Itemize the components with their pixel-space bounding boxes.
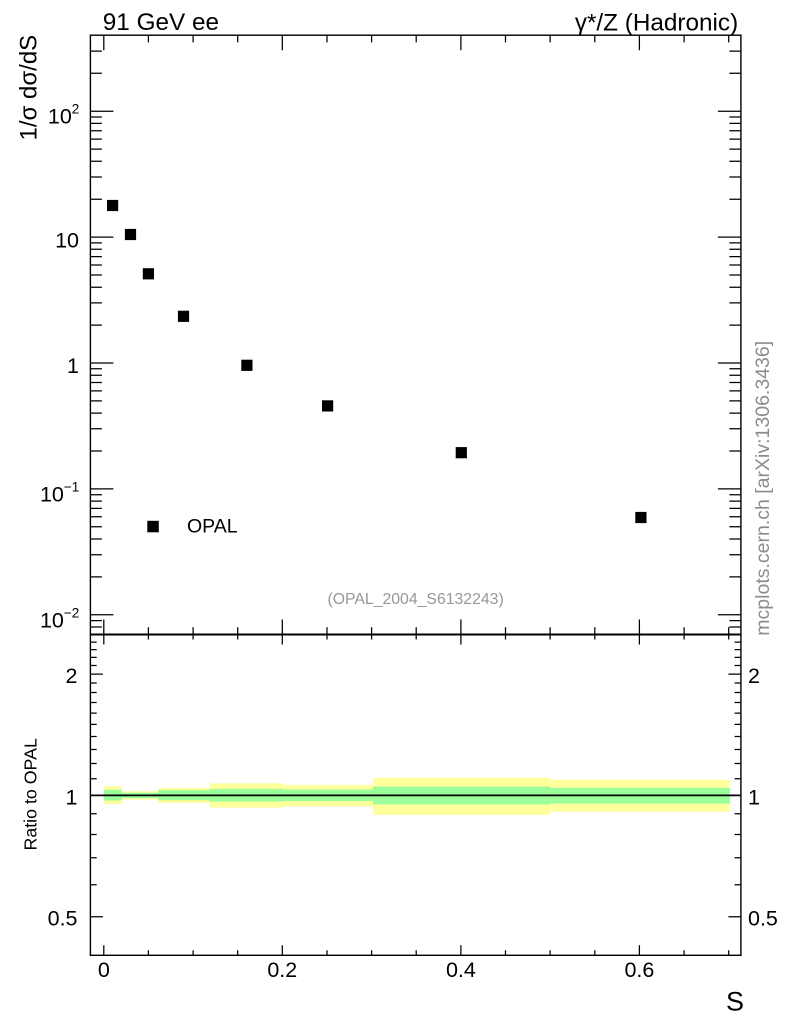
svg-text:1: 1	[748, 785, 760, 809]
svg-text:10: 10	[55, 228, 79, 252]
svg-text:10−2: 10−2	[40, 605, 79, 632]
svg-text:2: 2	[748, 664, 760, 688]
svg-text:0.2: 0.2	[267, 958, 297, 982]
svg-text:mcplots.cern.ch [arXiv:1306.34: mcplots.cern.ch [arXiv:1306.3436]	[752, 341, 774, 636]
svg-text:Ratio to OPAL: Ratio to OPAL	[21, 738, 41, 850]
svg-text:0: 0	[98, 958, 110, 982]
svg-text:0.5: 0.5	[748, 907, 778, 931]
svg-text:(OPAL_2004_S6132243): (OPAL_2004_S6132243)	[327, 591, 503, 608]
svg-text:1: 1	[67, 354, 79, 378]
svg-text:γ*/Z (Hadronic): γ*/Z (Hadronic)	[575, 9, 738, 36]
svg-text:0.4: 0.4	[446, 958, 476, 982]
svg-text:1/σ dσ/dS: 1/σ dσ/dS	[16, 35, 43, 141]
svg-text:1: 1	[66, 785, 78, 809]
svg-text:0.6: 0.6	[624, 958, 654, 982]
svg-text:91 GeV ee: 91 GeV ee	[103, 9, 219, 36]
svg-text:0.5: 0.5	[48, 907, 78, 931]
svg-text:2: 2	[66, 664, 78, 688]
svg-text:S: S	[726, 987, 744, 1017]
svg-text:OPAL: OPAL	[187, 516, 238, 538]
